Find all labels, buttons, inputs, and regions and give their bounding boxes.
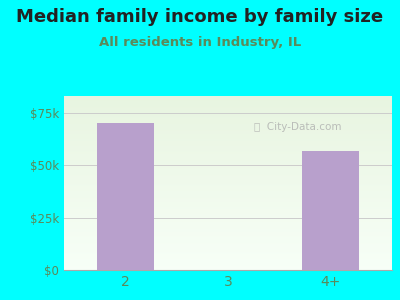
- Bar: [97, 123, 154, 270]
- Bar: [302, 151, 359, 270]
- Text: Median family income by family size: Median family income by family size: [16, 8, 384, 26]
- Text: ⓘ  City-Data.com: ⓘ City-Data.com: [254, 122, 342, 132]
- Text: All residents in Industry, IL: All residents in Industry, IL: [99, 36, 301, 49]
